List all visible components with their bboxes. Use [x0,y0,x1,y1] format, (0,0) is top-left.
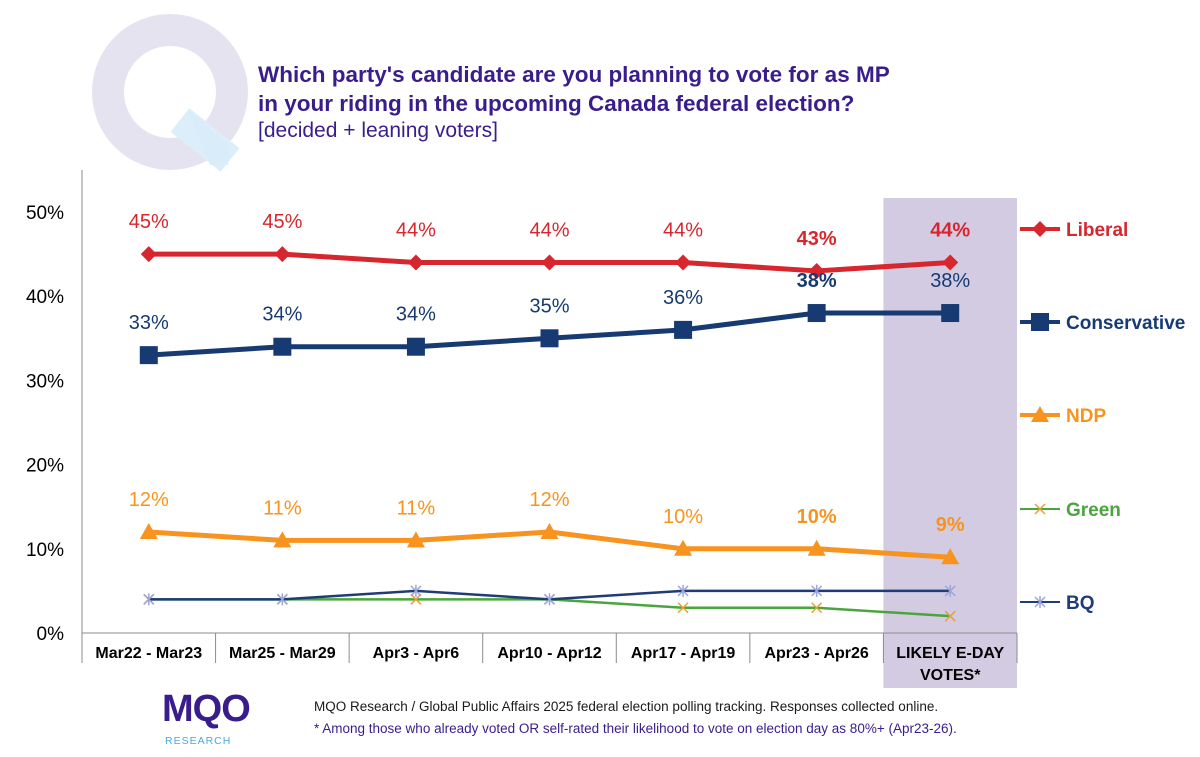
data-point-green [410,593,422,605]
data-point-conservative [540,329,559,348]
data-label-conservative: 36% [663,287,703,309]
data-label-liberal: 45% [129,211,169,233]
data-point-green [677,602,689,614]
data-point-conservative [941,304,960,323]
data-point-green [944,610,956,622]
data-point-bq [944,584,956,597]
data-label-conservative: 35% [529,295,569,317]
data-label-liberal: 44% [663,220,703,242]
data-label-ndp: 10% [663,506,703,528]
data-label-liberal: 44% [529,220,569,242]
data-point-conservative [406,337,425,356]
legend-marker-ndp [1031,406,1049,422]
y-tick-label: 10% [26,540,64,561]
data-label-liberal: 44% [396,220,436,242]
data-point-conservative [674,320,693,339]
y-tick-label: 30% [26,371,64,392]
data-label-ndp: 12% [529,489,569,511]
data-point-bq [677,584,689,597]
y-tick-label: 50% [26,203,64,224]
data-label-conservative: 34% [262,304,302,326]
data-label-ndp: 10% [797,506,837,528]
data-point-ndp [674,539,693,556]
data-point-ndp [941,548,960,565]
data-label-ndp: 11% [263,497,302,519]
data-point-ndp [406,531,425,548]
data-point-bq [410,584,422,597]
x-tick-label: Apr10 - Apr12 [497,645,601,662]
watermark-logo-icon [92,14,248,172]
highlight-band [883,198,1017,688]
x-tick-label: LIKELY E-DAY [896,645,1004,662]
legend-label-liberal: Liberal [1066,220,1128,241]
legend-marker-green [1034,503,1046,515]
data-point-liberal [541,254,558,271]
data-point-liberal [407,254,424,271]
legend-marker-conservative [1031,313,1049,331]
data-label-ndp: 12% [129,489,169,511]
x-tick-label: VOTES* [920,667,981,684]
data-label-ndp: 9% [936,514,965,536]
data-label-ndp: 11% [397,497,436,519]
chart-subtitle: [decided + leaning voters] [258,119,498,142]
data-point-ndp [540,522,559,539]
data-point-bq [811,584,823,597]
data-point-liberal [140,246,157,263]
data-label-liberal: 43% [797,228,837,250]
data-label-liberal: 44% [930,220,970,242]
legend-label-bq: BQ [1066,593,1095,614]
data-label-liberal: 45% [262,211,302,233]
legend-marker-liberal [1032,221,1048,237]
data-label-conservative: 33% [129,312,169,334]
x-tick-label: Apr17 - Apr19 [631,645,735,662]
data-point-ndp [139,522,158,539]
x-tick-label: Apr23 - Apr26 [764,645,868,662]
x-tick-label: Mar25 - Mar29 [229,645,336,662]
data-point-conservative [139,346,158,365]
data-point-conservative [807,304,826,323]
x-tick-label: Apr3 - Apr6 [373,645,460,662]
footnote-asterisk: * Among those who already voted OR self-… [314,721,957,736]
mqo-logo: MQO [162,688,251,730]
y-tick-label: 0% [37,624,65,645]
data-point-liberal [274,246,291,263]
y-tick-label: 40% [26,287,64,308]
data-point-ndp [807,539,826,556]
legend-label-green: Green [1066,500,1121,521]
legend-label-ndp: NDP [1066,406,1106,427]
data-point-ndp [273,531,292,548]
data-point-conservative [273,337,292,356]
mqo-logo-subtext: RESEARCH [165,735,232,747]
legend-marker-bq [1034,596,1046,608]
legend-label-conservative: Conservative [1066,313,1185,334]
data-label-conservative: 34% [396,304,436,326]
chart-title-line2: in your riding in the upcoming Canada fe… [258,91,855,116]
data-point-green [811,602,823,614]
data-point-liberal [808,262,825,279]
data-point-bq [276,593,288,606]
data-point-bq [143,593,155,606]
data-point-liberal [942,254,959,271]
data-label-conservative: 38% [930,270,970,292]
footnote-source: MQO Research / Global Public Affairs 202… [314,699,939,714]
chart-title-line1: Which party's candidate are you planning… [258,62,890,87]
data-label-conservative: 38% [797,270,837,292]
data-point-liberal [675,254,692,271]
data-point-bq [543,593,556,606]
y-tick-label: 20% [26,456,64,477]
x-tick-label: Mar22 - Mar23 [95,645,202,662]
